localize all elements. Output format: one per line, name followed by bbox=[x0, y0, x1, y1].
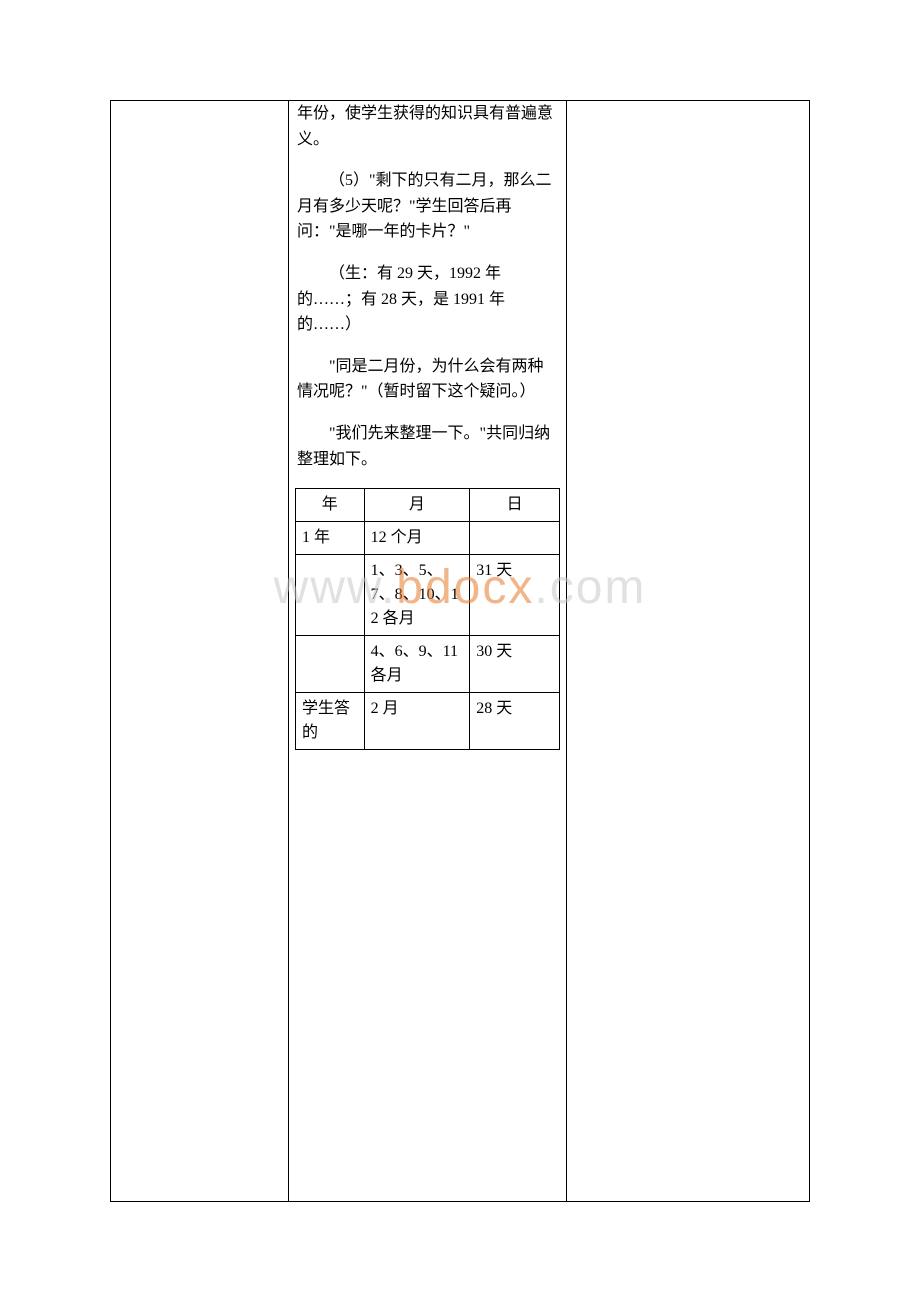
header-month: 月 bbox=[364, 489, 470, 522]
column-left bbox=[111, 101, 289, 1201]
table-row: 1、3、5、7、8、10、12 各月 31 天 bbox=[296, 555, 560, 636]
column-middle: 年份，使学生获得的知识具有普遍意义。 （5）"剩下的只有二月，那么二月有多少天呢… bbox=[289, 101, 567, 1201]
cell-month-3: 4、6、9、11 各月 bbox=[364, 636, 470, 693]
paragraph-1: 年份，使学生获得的知识具有普遍意义。 bbox=[289, 101, 566, 152]
table-row: 1 年 12 个月 bbox=[296, 522, 560, 555]
paragraph-4: "同是二月份，为什么会有两种情况呢？"（暂时留下这个疑问。） bbox=[289, 354, 566, 405]
summary-table: 年 月 日 1 年 12 个月 1、3、5、7、8、10、12 各月 31 天 … bbox=[295, 488, 560, 750]
cell-month-2: 1、3、5、7、8、10、12 各月 bbox=[364, 555, 470, 636]
cell-year-2 bbox=[296, 555, 365, 636]
cell-month-4: 2 月 bbox=[364, 693, 470, 750]
paragraph-5: "我们先来整理一下。"共同归纳整理如下。 bbox=[289, 421, 566, 472]
page-frame: 年份，使学生获得的知识具有普遍意义。 （5）"剩下的只有二月，那么二月有多少天呢… bbox=[110, 100, 810, 1202]
summary-table-wrap: 年 月 日 1 年 12 个月 1、3、5、7、8、10、12 各月 31 天 … bbox=[295, 488, 560, 750]
cell-day-2: 31 天 bbox=[470, 555, 560, 636]
header-year: 年 bbox=[296, 489, 365, 522]
cell-year-1: 1 年 bbox=[296, 522, 365, 555]
cell-day-3: 30 天 bbox=[470, 636, 560, 693]
cell-year-3 bbox=[296, 636, 365, 693]
table-row: 学生答的 2 月 28 天 bbox=[296, 693, 560, 750]
paragraph-3: （生：有 29 天，1992 年的……；有 28 天，是 1991 年的……） bbox=[289, 261, 566, 338]
table-header-row: 年 月 日 bbox=[296, 489, 560, 522]
table-row: 4、6、9、11 各月 30 天 bbox=[296, 636, 560, 693]
cell-month-1: 12 个月 bbox=[364, 522, 470, 555]
cell-day-1 bbox=[470, 522, 560, 555]
header-day: 日 bbox=[470, 489, 560, 522]
column-right bbox=[567, 101, 809, 1201]
cell-year-4: 学生答的 bbox=[296, 693, 365, 750]
cell-day-4: 28 天 bbox=[470, 693, 560, 750]
paragraph-2: （5）"剩下的只有二月，那么二月有多少天呢？"学生回答后再问："是哪一年的卡片？… bbox=[289, 168, 566, 245]
